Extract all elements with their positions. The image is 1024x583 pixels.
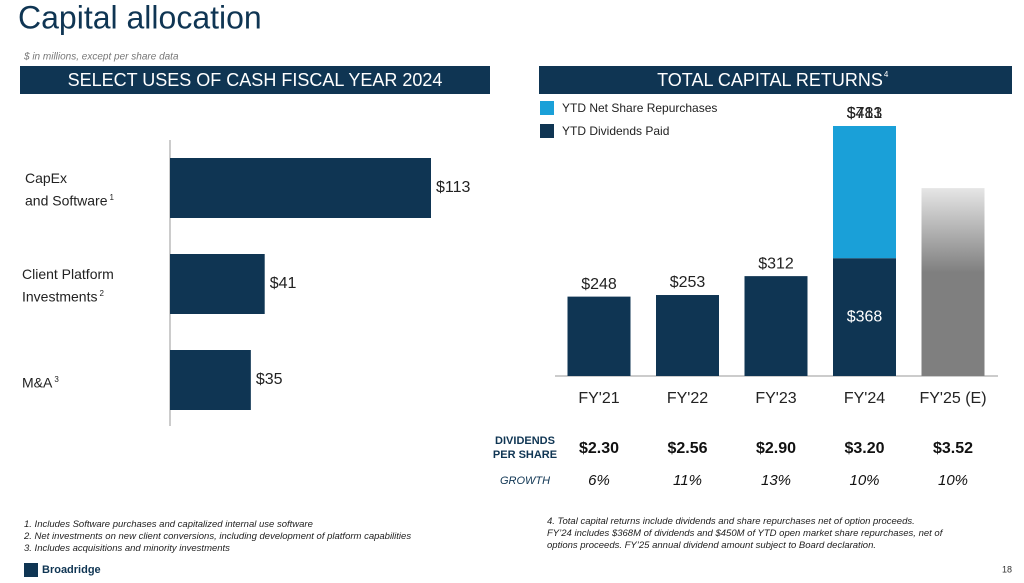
dividend-value: $2.56 — [667, 440, 707, 457]
note: 4. Total capital returns include dividen… — [547, 516, 943, 551]
value-label: $113 — [436, 179, 471, 196]
logo-mark — [24, 563, 38, 577]
category-label: Client Platform Investments 2 — [22, 264, 114, 307]
x-tick-label: FY'21 — [578, 390, 619, 407]
footnote: 2. Net investments on new client convers… — [24, 531, 412, 542]
bar-segment — [921, 188, 985, 376]
bar-segment — [833, 126, 896, 259]
x-tick-label: FY'23 — [755, 390, 796, 407]
dividend-value: $3.52 — [933, 440, 973, 457]
category-text: M&A — [22, 374, 53, 391]
value-label: $368 — [847, 308, 883, 325]
value-label: $35 — [256, 371, 283, 388]
dividend-value: $2.90 — [756, 440, 796, 457]
chart-title: SELECT USES OF CASH FISCAL YEAR 2024 — [68, 70, 443, 90]
slide-title: Capital allocation — [18, 0, 262, 35]
bar-segment — [833, 258, 896, 376]
x-tick-label: FY'25 (E) — [919, 390, 986, 407]
header-bar — [20, 66, 490, 94]
legend-label: YTD Net Share Repurchases — [562, 101, 717, 115]
growth-value: 10% — [938, 472, 968, 489]
x-tick-label: FY'22 — [667, 390, 708, 407]
value-label: $248 — [581, 276, 617, 293]
growth-value: 13% — [761, 472, 791, 489]
bar — [170, 254, 265, 314]
dividend-value: $2.30 — [579, 440, 619, 457]
footnote-ref: 1 — [109, 193, 114, 202]
value-label: $41 — [270, 275, 297, 292]
growth-label: GROWTH — [499, 475, 551, 487]
category-label: CapEx and Software 1 — [25, 168, 114, 211]
title-note: 4 — [884, 70, 889, 79]
logo: Broadridge — [42, 564, 101, 576]
growth-value: 11% — [673, 472, 702, 489]
category-text: CapEx and Software — [25, 170, 108, 209]
x-tick-label: FY'24 — [844, 390, 885, 407]
legend-label: YTD Dividends Paid — [562, 124, 669, 138]
bar — [170, 158, 431, 218]
value-label: $413 — [847, 105, 883, 122]
growth-value: 10% — [849, 472, 879, 489]
total-label: $781 — [847, 105, 883, 122]
bar — [170, 350, 251, 410]
value-label: $312 — [758, 255, 794, 272]
bar-segment — [744, 276, 808, 376]
header-bar — [539, 66, 1012, 94]
dividend-value: $3.20 — [844, 440, 884, 457]
bar-segment — [656, 295, 719, 376]
chart-title: TOTAL CAPITAL RETURNS — [657, 70, 883, 90]
page-number: 18 — [1002, 564, 1012, 574]
legend-swatch — [540, 124, 554, 138]
category-text: Client Platform Investments — [22, 266, 114, 305]
category-label: M&A 3 — [22, 370, 59, 393]
footnote-ref: 2 — [99, 289, 104, 298]
footnote: 1. Includes Software purchases and capit… — [24, 519, 313, 530]
subtitle: $ in millions, except per share data — [23, 52, 179, 63]
growth-value: 6% — [588, 472, 610, 489]
bar-segment — [567, 296, 631, 376]
footnote-ref: 3 — [54, 375, 59, 384]
footnote: 3. Includes acquisitions and minority in… — [24, 543, 230, 554]
legend-swatch — [540, 101, 554, 115]
value-label: $253 — [670, 274, 706, 291]
dividends-label: DIVIDENDS PER SHARE — [492, 435, 558, 461]
